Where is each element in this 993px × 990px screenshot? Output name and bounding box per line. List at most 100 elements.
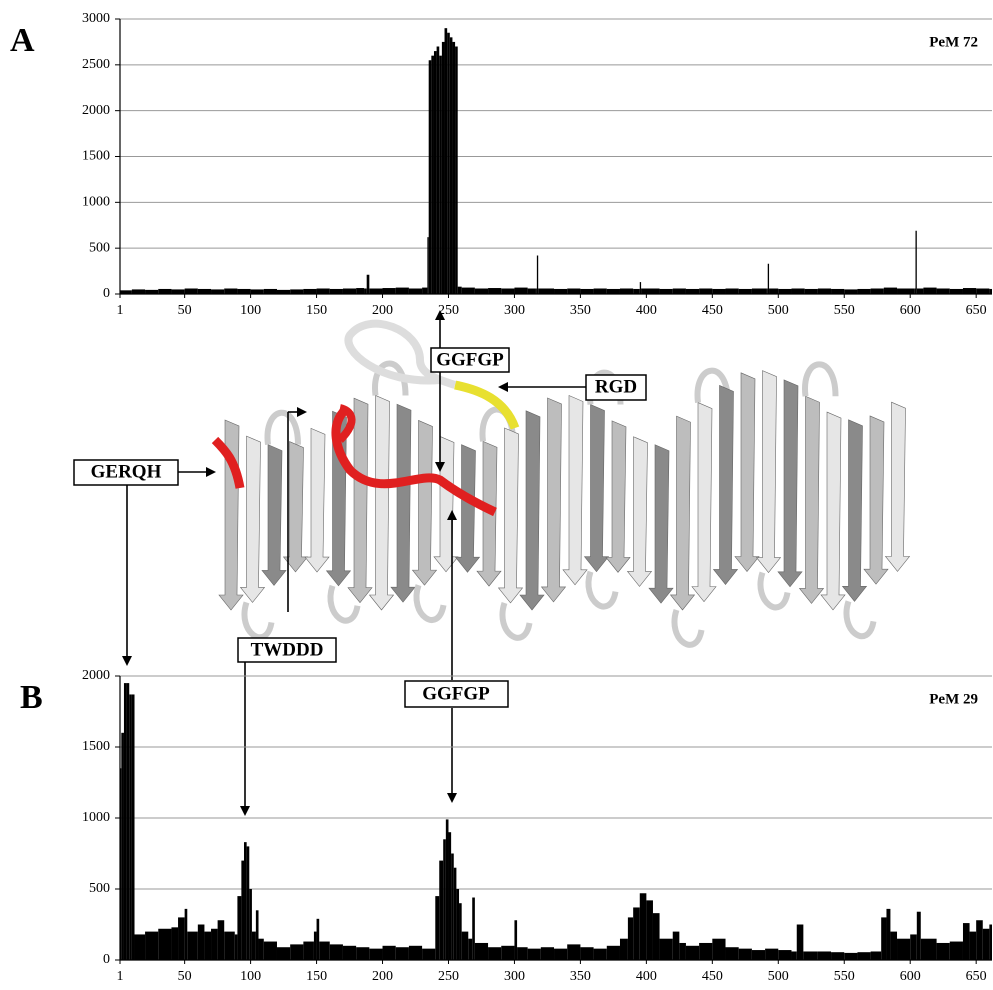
bar xyxy=(462,932,469,960)
bar xyxy=(797,925,804,961)
bar xyxy=(343,289,356,295)
bar xyxy=(857,289,870,294)
bar xyxy=(765,949,778,960)
bar xyxy=(818,951,831,960)
annotation: GGFGP xyxy=(422,683,490,704)
strand xyxy=(520,411,544,610)
bar xyxy=(976,289,989,295)
bar xyxy=(673,932,680,960)
bar xyxy=(871,289,884,295)
chart-title: PeM 29 xyxy=(929,691,978,707)
bar xyxy=(567,944,580,960)
bar xyxy=(422,288,427,294)
bar xyxy=(317,289,330,295)
bar xyxy=(185,289,198,295)
strand xyxy=(456,445,480,573)
y-tick-label: 1000 xyxy=(82,810,110,825)
bar xyxy=(475,289,488,295)
bar xyxy=(343,946,356,960)
bar xyxy=(241,861,244,960)
strand xyxy=(606,421,630,573)
bar xyxy=(769,289,778,295)
bar xyxy=(447,33,450,294)
bar xyxy=(211,289,224,294)
bar xyxy=(446,819,449,960)
y-tick-label: 500 xyxy=(89,881,110,896)
bar xyxy=(857,952,870,960)
bar xyxy=(739,949,752,960)
strand xyxy=(692,403,716,602)
bar xyxy=(145,932,158,960)
x-tick-label: 300 xyxy=(504,969,525,984)
x-tick-label: 200 xyxy=(372,303,393,318)
bar xyxy=(422,949,435,960)
bar xyxy=(319,942,330,960)
x-tick-label: 250 xyxy=(438,969,459,984)
bar xyxy=(171,289,184,294)
y-tick-label: 500 xyxy=(89,240,110,255)
bar xyxy=(314,932,317,960)
strand xyxy=(671,416,695,610)
bar xyxy=(121,733,124,960)
strand xyxy=(821,412,845,610)
bar xyxy=(989,289,992,294)
bar xyxy=(528,949,541,960)
bar xyxy=(514,920,517,960)
bar xyxy=(178,917,185,960)
bar xyxy=(766,289,767,295)
strand xyxy=(284,442,308,572)
bar xyxy=(132,694,135,960)
bar xyxy=(450,37,453,294)
bar xyxy=(145,290,158,294)
strand xyxy=(542,398,566,602)
bar xyxy=(778,950,791,960)
strand xyxy=(800,396,824,603)
bar xyxy=(752,950,765,960)
x-tick-label: 450 xyxy=(702,969,723,984)
bar xyxy=(633,289,640,294)
bar xyxy=(580,289,593,294)
bar xyxy=(983,929,990,960)
bar xyxy=(633,907,640,960)
bar xyxy=(455,47,458,295)
bar xyxy=(454,868,457,960)
bar xyxy=(653,913,660,960)
bar xyxy=(158,289,171,294)
bar xyxy=(383,946,396,960)
bar xyxy=(185,909,188,960)
strand xyxy=(735,373,759,572)
x-tick-label: 350 xyxy=(570,303,591,318)
bar xyxy=(330,289,343,294)
bar xyxy=(431,56,434,294)
strand xyxy=(649,445,673,603)
bar xyxy=(129,694,132,960)
bar xyxy=(456,889,459,960)
bar xyxy=(237,289,250,294)
bar xyxy=(451,854,454,961)
bar xyxy=(915,231,916,294)
bar xyxy=(427,237,428,294)
bar xyxy=(594,949,607,960)
bar xyxy=(620,289,633,295)
bar xyxy=(448,832,451,960)
loop xyxy=(805,364,835,396)
strand xyxy=(434,436,458,571)
bar xyxy=(778,289,791,294)
bar xyxy=(290,289,303,294)
bar xyxy=(628,917,633,960)
bar xyxy=(923,288,936,294)
annotation: RGD xyxy=(595,376,637,397)
y-tick-label: 0 xyxy=(103,952,110,967)
strand xyxy=(778,380,802,587)
bar xyxy=(198,925,205,961)
bar xyxy=(437,47,440,295)
y-tick-label: 2000 xyxy=(82,103,110,118)
panel-label: A xyxy=(10,22,35,59)
bar xyxy=(303,289,316,294)
x-tick-label: 650 xyxy=(966,303,987,318)
bar xyxy=(921,939,937,960)
bar xyxy=(442,42,445,294)
x-tick-label: 500 xyxy=(768,303,789,318)
bar xyxy=(554,949,567,960)
bar xyxy=(259,939,264,960)
